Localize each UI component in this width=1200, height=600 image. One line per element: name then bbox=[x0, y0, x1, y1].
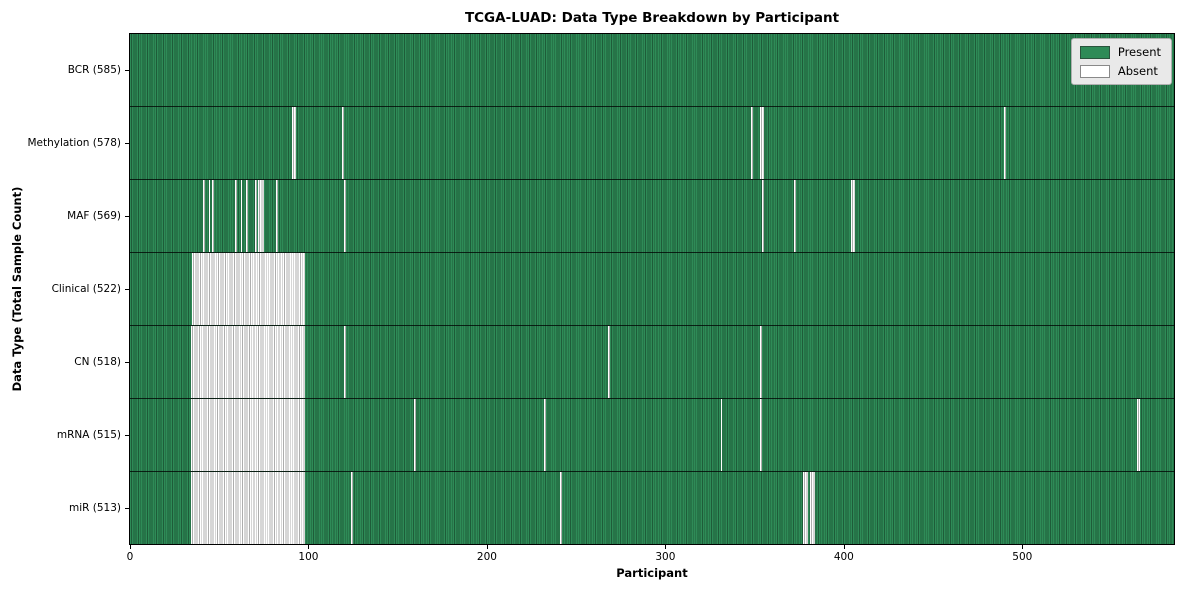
absent-segment bbox=[560, 472, 562, 544]
y-tick bbox=[125, 289, 129, 290]
x-tick bbox=[130, 545, 131, 549]
heatmap-row-clinical bbox=[130, 253, 1174, 326]
legend-item-absent: Absent bbox=[1079, 64, 1161, 78]
absent-segment bbox=[809, 472, 816, 544]
y-tick-label-methylation: Methylation (578) bbox=[27, 137, 121, 150]
absent-segment bbox=[608, 326, 611, 398]
absent-segment bbox=[254, 180, 257, 252]
y-tick-label-mir: miR (513) bbox=[68, 501, 121, 514]
absent-segment bbox=[342, 107, 345, 179]
absent-segment bbox=[802, 472, 809, 544]
absent-segment bbox=[1004, 107, 1007, 179]
y-tick bbox=[125, 435, 129, 436]
absent-segment bbox=[759, 107, 764, 179]
legend-swatch-absent bbox=[1079, 64, 1110, 78]
absent-segment bbox=[351, 472, 354, 544]
legend-swatch-present bbox=[1079, 45, 1110, 59]
heatmap-row-methylation bbox=[130, 107, 1174, 180]
x-tick-label: 300 bbox=[655, 551, 676, 563]
y-tick bbox=[125, 70, 129, 71]
x-tick-label: 500 bbox=[1012, 551, 1033, 563]
y-tick bbox=[125, 216, 129, 217]
x-tick bbox=[1022, 545, 1023, 549]
absent-segment bbox=[246, 180, 248, 252]
y-tick bbox=[125, 362, 129, 363]
chart-title: TCGA-LUAD: Data Type Breakdown by Partic… bbox=[464, 10, 840, 26]
y-tick-label-maf: MAF (569) bbox=[67, 210, 121, 223]
absent-segment bbox=[190, 472, 305, 544]
y-tick-label-clinical: Clinical (522) bbox=[51, 283, 121, 295]
absent-segment bbox=[190, 326, 305, 398]
x-tick bbox=[665, 545, 666, 549]
legend: Present Absent bbox=[1070, 38, 1172, 85]
heatmap-row-mrna bbox=[130, 399, 1174, 472]
y-tick-label-bcr: BCR (585) bbox=[67, 64, 121, 77]
x-tick-label: 400 bbox=[833, 551, 854, 563]
plot-area bbox=[129, 33, 1175, 545]
absent-segment bbox=[208, 180, 211, 252]
x-tick bbox=[487, 545, 488, 549]
y-tick-label-cn: CN (518) bbox=[74, 355, 121, 368]
absent-segment bbox=[751, 107, 753, 179]
heatmap-row-cn bbox=[130, 326, 1174, 399]
absent-segment bbox=[720, 399, 723, 471]
absent-segment bbox=[759, 399, 762, 471]
legend-item-present: Present bbox=[1079, 45, 1161, 59]
absent-segment bbox=[190, 399, 305, 471]
absent-segment bbox=[235, 180, 238, 252]
absent-segment bbox=[203, 180, 205, 252]
absent-segment bbox=[413, 399, 416, 471]
absent-segment bbox=[258, 180, 264, 252]
x-tick bbox=[308, 545, 309, 549]
x-tick bbox=[844, 545, 845, 549]
absent-segment bbox=[1136, 399, 1141, 471]
x-tick-label: 0 bbox=[126, 551, 134, 563]
absent-segment bbox=[344, 326, 346, 398]
legend-label-absent: Absent bbox=[1117, 64, 1158, 78]
absent-segment bbox=[276, 180, 279, 252]
absent-segment bbox=[850, 180, 855, 252]
y-tick bbox=[125, 143, 129, 144]
absent-segment bbox=[544, 399, 546, 471]
absent-segment bbox=[240, 180, 243, 252]
x-tick-label: 100 bbox=[298, 551, 319, 563]
absent-segment bbox=[793, 180, 796, 252]
absent-segment bbox=[292, 107, 296, 179]
absent-segment bbox=[344, 180, 346, 252]
x-axis-label: Participant bbox=[616, 566, 688, 580]
heatmap-row-mir bbox=[130, 472, 1174, 544]
y-tick bbox=[125, 508, 129, 509]
heatmap-row-maf bbox=[130, 180, 1174, 253]
heatmap-row-bcr bbox=[130, 34, 1174, 107]
y-tick-label-mrna: mRNA (515) bbox=[56, 428, 121, 441]
absent-segment bbox=[761, 180, 764, 252]
legend-label-present: Present bbox=[1117, 45, 1161, 59]
absent-segment bbox=[212, 180, 214, 252]
absent-segment bbox=[759, 326, 762, 398]
x-tick-label: 200 bbox=[476, 551, 497, 563]
absent-segment bbox=[192, 253, 305, 325]
